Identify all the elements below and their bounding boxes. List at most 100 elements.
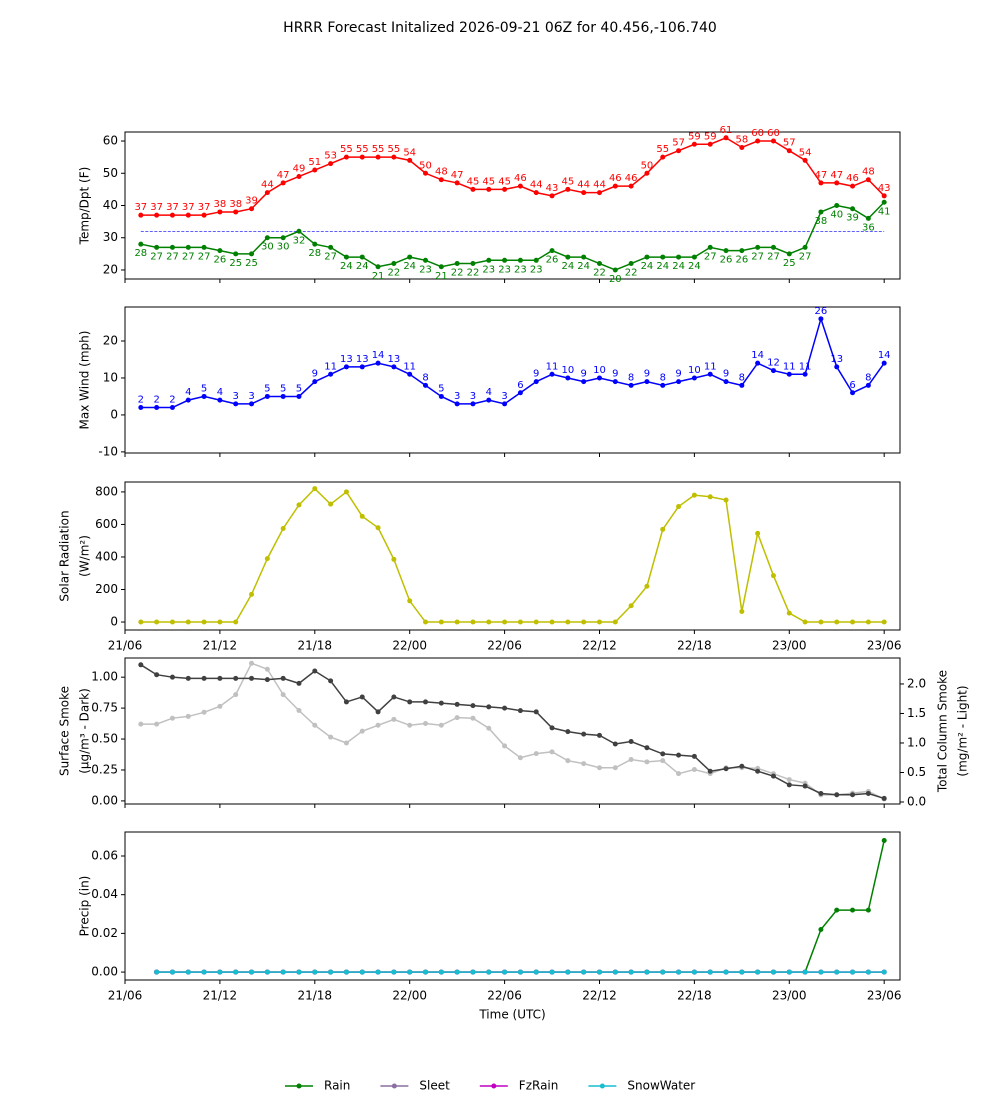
data-point <box>707 371 713 377</box>
data-point <box>359 694 365 700</box>
data-label: 4 <box>185 387 191 398</box>
data-point <box>818 316 824 322</box>
data-point <box>423 619 429 625</box>
data-point <box>185 619 191 625</box>
data-label: 26 <box>546 255 559 266</box>
data-point <box>834 203 840 208</box>
data-point <box>628 739 634 745</box>
data-label: 22 <box>451 268 464 279</box>
data-point <box>249 591 255 597</box>
data-point <box>470 401 476 407</box>
data-point <box>565 619 571 625</box>
x-tick-label: 22/00 <box>392 639 427 653</box>
data-point <box>138 662 144 668</box>
data-label: 50 <box>419 160 432 171</box>
data-point <box>375 722 381 728</box>
y-tick-label: 800 <box>95 484 118 498</box>
y-axis-label: (W/m²) <box>78 535 92 577</box>
data-point <box>343 364 349 370</box>
x-tick-label: 21/18 <box>297 989 332 1003</box>
data-point <box>644 170 650 176</box>
data-point <box>786 148 792 154</box>
data-point <box>549 193 555 199</box>
data-point <box>201 212 207 218</box>
y-tick-label: 10 <box>103 370 118 384</box>
data-point <box>786 782 792 788</box>
data-point <box>881 619 887 625</box>
data-label: 49 <box>293 163 306 174</box>
data-point <box>185 397 191 403</box>
data-label: 60 <box>767 128 780 139</box>
data-point <box>502 705 508 711</box>
data-label: 39 <box>245 196 258 207</box>
data-label: 13 <box>388 354 401 365</box>
data-point <box>454 701 460 707</box>
data-point <box>470 969 476 975</box>
data-label: 3 <box>248 391 254 402</box>
data-point <box>533 257 539 263</box>
data-label: 44 <box>593 180 606 191</box>
data-label: 10 <box>561 365 574 376</box>
data-label: 22 <box>467 268 480 279</box>
data-label: 27 <box>166 251 179 262</box>
data-point <box>454 715 460 721</box>
data-point <box>438 969 444 975</box>
data-point <box>296 680 302 686</box>
legend-marker <box>391 1083 397 1089</box>
data-label: 47 <box>277 170 290 181</box>
data-point <box>407 969 413 975</box>
data-point <box>755 530 761 536</box>
data-label: 25 <box>245 258 258 269</box>
data-point <box>217 969 223 975</box>
data-label: 23 <box>530 264 543 275</box>
data-point <box>423 382 429 388</box>
data-point <box>707 969 713 975</box>
data-point <box>296 173 302 179</box>
data-point <box>644 254 650 260</box>
legend-label: FzRain <box>519 1079 559 1093</box>
data-point <box>328 734 334 740</box>
data-point <box>312 379 318 385</box>
data-point <box>723 248 729 254</box>
data-label: 28 <box>134 248 147 259</box>
data-point <box>770 138 776 144</box>
data-point <box>770 969 776 975</box>
legend-label: Rain <box>324 1079 350 1093</box>
data-point <box>423 721 429 727</box>
data-point <box>407 699 413 705</box>
data-point <box>723 497 729 503</box>
data-point <box>312 969 318 975</box>
data-label: 40 <box>830 210 843 221</box>
data-point <box>865 382 871 388</box>
data-point <box>581 190 587 196</box>
data-label: 9 <box>533 369 539 380</box>
data-label: 9 <box>675 369 681 380</box>
data-point <box>517 183 523 189</box>
data-point <box>233 251 239 257</box>
data-point <box>565 375 571 381</box>
data-label: 10 <box>593 365 606 376</box>
data-point <box>343 969 349 975</box>
data-label: 54 <box>799 147 812 158</box>
data-point <box>770 368 776 374</box>
data-point <box>438 619 444 625</box>
data-label: 2 <box>138 395 144 406</box>
data-point <box>549 725 555 731</box>
data-point <box>612 741 618 747</box>
data-label: 43 <box>546 183 559 194</box>
data-point <box>691 254 697 260</box>
y2-tick-label: 1.0 <box>907 735 926 749</box>
data-point <box>312 722 318 728</box>
data-point <box>296 969 302 975</box>
data-point <box>612 765 618 771</box>
x-axis-label: Time (UTC) <box>478 1008 545 1022</box>
data-point <box>581 254 587 260</box>
data-point <box>533 619 539 625</box>
data-point <box>707 141 713 147</box>
data-point <box>660 969 666 975</box>
plot-frame <box>124 306 901 454</box>
data-point <box>770 773 776 779</box>
y-tick-label: 0.75 <box>91 701 118 715</box>
data-label: 48 <box>862 167 875 178</box>
data-point <box>249 401 255 407</box>
